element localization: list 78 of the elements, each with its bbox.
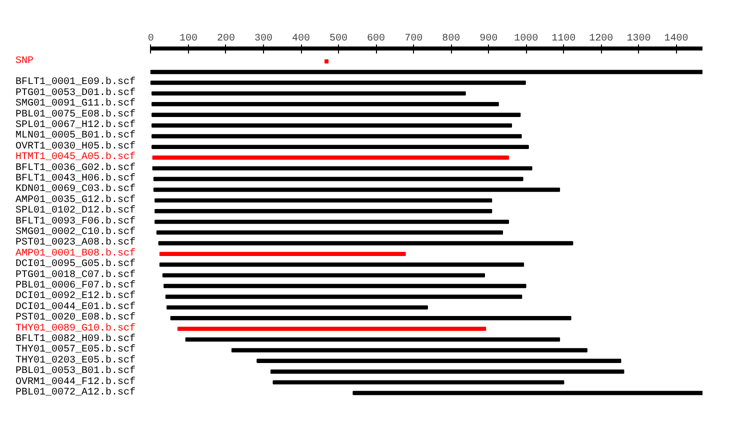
y-tick-label: PTG01_0018_C07.b.scf: [16, 268, 136, 281]
bar: [162, 273, 485, 278]
x-tick-label: 800: [442, 34, 460, 44]
y-tick-label: AMP01_0001_B08.b.scf: [16, 247, 136, 260]
bar: [159, 252, 406, 256]
bar: [152, 112, 521, 117]
x-tick-label: 1000: [514, 34, 538, 44]
y-tick-label: DCI01_0044_E01.b.scf: [16, 300, 136, 313]
y-tick-label: BFLT1_0036_G02.b.scf: [16, 162, 136, 174]
bar: [231, 348, 588, 352]
bar: [154, 220, 510, 224]
bar: [165, 294, 522, 299]
x-tick-label: 200: [216, 34, 235, 44]
x-tick-label: 0: [148, 34, 154, 44]
x-tick-label: 500: [330, 34, 348, 44]
bar: [152, 166, 532, 170]
y-tick-label: PTG01_0053_D01.b.scf: [16, 86, 136, 99]
y-tick-label: DCI01_0095_G05.b.scf: [16, 258, 136, 270]
bar: [152, 144, 529, 150]
x-tick-label: 1300: [626, 34, 651, 44]
y-tick-label: BFLT1_0043_H06.b.scf: [16, 172, 136, 185]
bar: [170, 316, 572, 320]
y-tick-label: BFLT1_0093_F06.b.scf: [16, 215, 136, 228]
y-tick-label: AMP01_0035_G12.b.scf: [16, 194, 136, 206]
bar: [153, 188, 560, 192]
bar: [177, 326, 486, 331]
bar: [185, 337, 560, 342]
x-tick-label: 1200: [589, 34, 614, 44]
bar: [352, 390, 702, 396]
bar: [150, 70, 702, 74]
bar: [152, 156, 510, 160]
x-tick-label: 100: [179, 34, 198, 44]
x-tick-label: 600: [367, 34, 386, 44]
bar: [153, 176, 524, 182]
bar: [154, 209, 492, 214]
bar: [159, 262, 524, 267]
bar: [270, 370, 624, 374]
y-tick-label: THY01_0203_E05.b.scf: [16, 354, 136, 366]
bar: [152, 123, 512, 128]
y-tick-label: SPL01_0067_H12.b.scf: [16, 119, 136, 132]
bar: [156, 230, 504, 235]
y-tick-label: THY01_0089_G10.b.scf: [16, 322, 136, 334]
bar: [158, 241, 574, 246]
y-tick-label: SNP: [16, 56, 34, 67]
y-tick-label: MLN01_0005_B01.b.scf: [16, 130, 136, 142]
y-tick-label: PST01_0020_E08.b.scf: [16, 312, 136, 324]
y-tick-label: THY01_0057_E05.b.scf: [16, 344, 136, 356]
bar: [152, 102, 499, 106]
bar: [154, 198, 492, 203]
y-tick-label: KDN01_0069_C03.b.scf: [16, 183, 136, 196]
y-tick-label: BFLT1_0001_E09.b.scf: [16, 76, 136, 88]
y-tick-label: PBL01_0072_A12.b.scf: [16, 386, 136, 399]
bar: [164, 284, 526, 288]
y-tick-label: PBL01_0075_E08.b.scf: [16, 108, 136, 120]
bar: [150, 80, 526, 85]
y-tick-label: PST01_0023_A08.b.scf: [16, 236, 136, 249]
y-tick-label: OVRT1_0030_H05.b.scf: [16, 140, 136, 152]
bar: [256, 358, 622, 364]
x-tick-label: 1400: [664, 34, 688, 44]
x-tick-label: 1100: [552, 34, 576, 44]
x-tick-label: 300: [254, 34, 272, 44]
bar: [152, 134, 522, 138]
y-tick-label: DCI01_0092_E12.b.scf: [16, 290, 136, 302]
y-tick-label: OVRM1_0044_F12.b.scf: [16, 376, 136, 388]
y-tick-label: BFLT1_0082_H09.b.scf: [16, 333, 136, 346]
x-tick-label: 400: [292, 34, 310, 44]
x-tick-label: 900: [480, 34, 498, 44]
x-tick-label: 700: [404, 34, 423, 44]
y-tick-label: SPL01_0102_D12.b.scf: [16, 204, 136, 217]
y-tick-label: SMG01_0002_C10.b.scf: [16, 226, 136, 238]
bar: [272, 380, 564, 384]
bar: [166, 305, 428, 310]
y-tick-label: PBL01_0006_F07.b.scf: [16, 280, 136, 292]
bar: [152, 91, 466, 96]
y-tick-label: HTMT1_0045_A05.b.scf: [16, 151, 136, 164]
y-tick-label: PBL01_0053_B01.b.scf: [16, 365, 136, 378]
bar: [324, 59, 329, 64]
y-tick-label: SMG01_0091_G11.b.scf: [16, 98, 136, 110]
